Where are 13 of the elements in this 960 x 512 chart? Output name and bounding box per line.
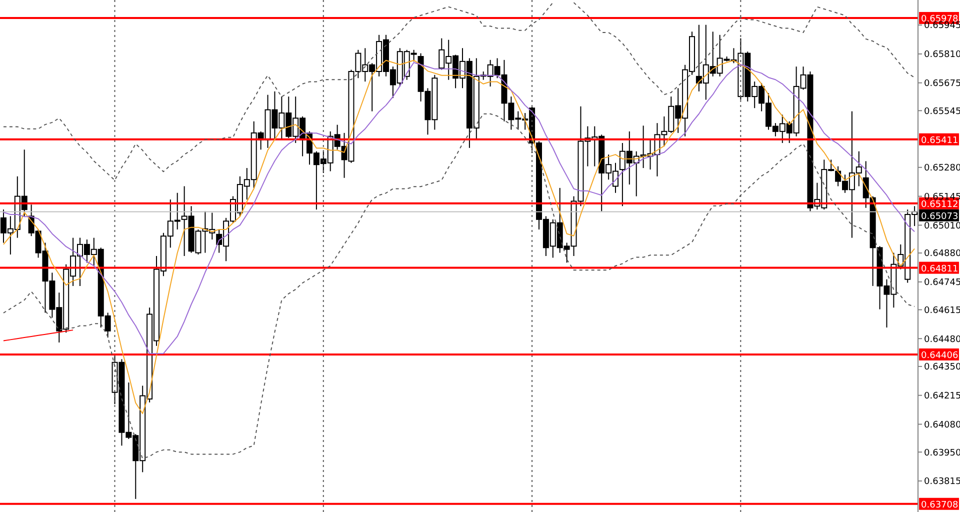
y-tick-label: 0.65545 <box>924 106 960 117</box>
line-series <box>2 330 74 342</box>
y-tick-label: 0.63815 <box>924 477 960 488</box>
y-tick-label: 0.64615 <box>924 306 960 316</box>
y-tick-label: 0.65675 <box>924 79 960 90</box>
ref-line-label: 0.65411 <box>921 136 958 146</box>
ref-line-label: 0.64406 <box>921 350 958 361</box>
ref-line-label: 0.63708 <box>921 500 958 510</box>
y-tick-label: 0.64215 <box>924 392 960 402</box>
ref-line-label: 0.65073 <box>921 212 958 222</box>
ref-line-label: 0.65112 <box>921 200 958 210</box>
ref-line-label: 0.64811 <box>921 264 958 274</box>
y-tick-label: 0.64745 <box>924 278 960 288</box>
